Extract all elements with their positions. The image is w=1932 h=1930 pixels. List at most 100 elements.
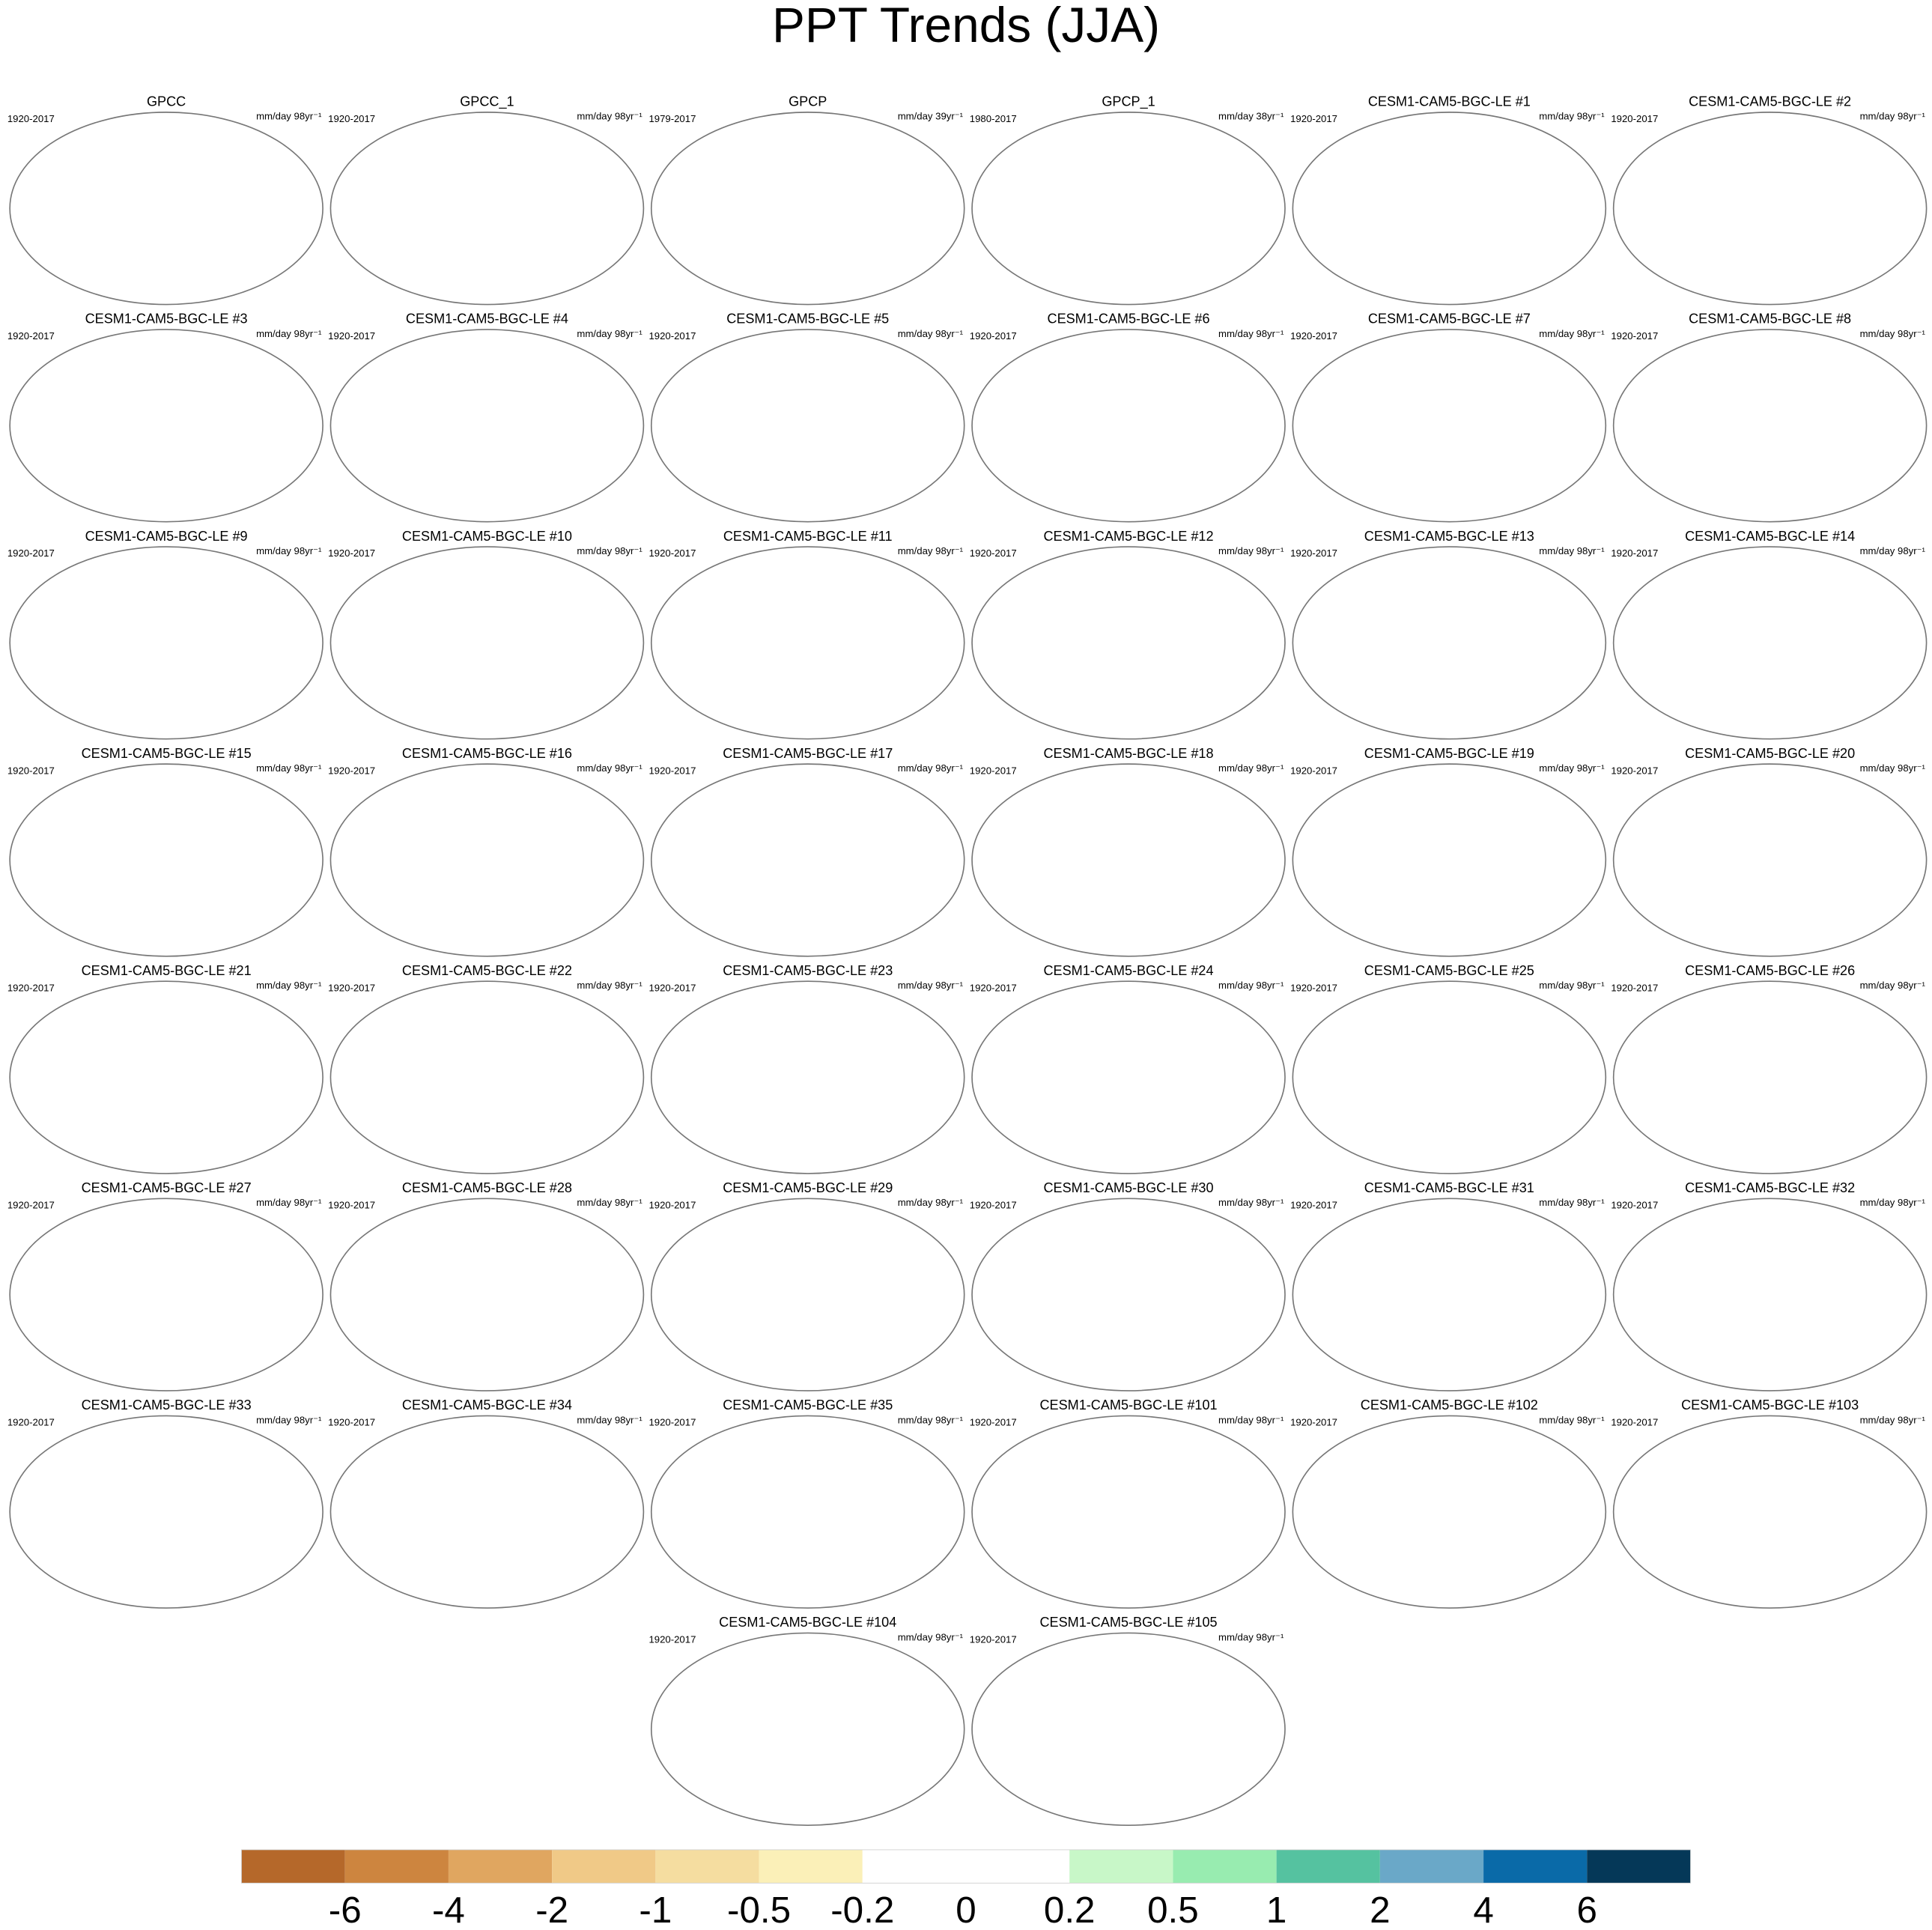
panel-period: 1920-2017 [1611,1199,1658,1210]
panel-title: CESM1-CAM5-BGC-LE #21 [82,963,252,978]
colorbar-swatch [1069,1849,1173,1884]
map-outline [650,1632,965,1826]
panel-title: CESM1-CAM5-BGC-LE #18 [1044,746,1214,761]
panel-title: CESM1-CAM5-BGC-LE #15 [82,746,252,761]
panel-units: mm/day 98yr⁻¹ [898,980,964,991]
panel-title: CESM1-CAM5-BGC-LE #1 [1368,94,1531,109]
panel-title: CESM1-CAM5-BGC-LE #12 [1044,529,1214,544]
panel-units: mm/day 98yr⁻¹ [256,328,322,339]
panel-units: mm/day 98yr⁻¹ [1218,1631,1284,1642]
panel-title: CESM1-CAM5-BGC-LE #14 [1685,529,1855,544]
panel-units: mm/day 98yr⁻¹ [1218,762,1284,774]
map-outline [329,546,645,740]
panel-units: mm/day 98yr⁻¹ [1860,328,1926,339]
panel-period: 1920-2017 [648,330,696,342]
panel-units: mm/day 98yr⁻¹ [256,762,322,774]
colorbar-swatch [759,1849,863,1884]
panel-title: CESM1-CAM5-BGC-LE #30 [1044,1180,1214,1195]
panel-title: CESM1-CAM5-BGC-LE #101 [1039,1398,1217,1412]
colorbar-tick-label: -4 [432,1890,465,1930]
panel-period: 1920-2017 [328,982,375,993]
panel-title: CESM1-CAM5-BGC-LE #25 [1364,963,1534,978]
panel-period: 1979-2017 [648,113,696,124]
panel-period: 1920-2017 [1611,330,1658,342]
panel-period: 1920-2017 [648,1417,696,1428]
map-outline [650,763,965,957]
panel-title: CESM1-CAM5-BGC-LE #31 [1364,1180,1534,1195]
panel-title: CESM1-CAM5-BGC-LE #28 [402,1180,572,1195]
panel-title: CESM1-CAM5-BGC-LE #33 [82,1398,252,1412]
panel-period: 1920-2017 [7,765,55,776]
map-outline [1292,980,1607,1174]
panel-title: GPCC_1 [460,94,514,110]
panel-title: CESM1-CAM5-BGC-LE #29 [723,1180,893,1195]
panel-title: CESM1-CAM5-BGC-LE #27 [82,1180,252,1195]
panel-period: 1920-2017 [1290,982,1337,993]
panel-period: 1920-2017 [970,1634,1017,1645]
map-outline [9,546,323,740]
map-outline [650,1415,965,1609]
map-outline [650,980,965,1174]
panel-period: 1920-2017 [1611,547,1658,559]
map-outline [971,546,1286,740]
panel-period: 1920-2017 [970,982,1017,993]
panel-period: 1920-2017 [328,765,375,776]
map-outline [1292,763,1607,957]
panel-title: CESM1-CAM5-BGC-LE #6 [1048,312,1210,327]
panel-period: 1920-2017 [1611,982,1658,993]
figure-title: PPT Trends (JJA) [772,0,1160,52]
panel-units: mm/day 98yr⁻¹ [1539,328,1605,339]
panel-units: mm/day 98yr⁻¹ [1860,1197,1926,1208]
colorbar-tick-label: 0.2 [1044,1890,1096,1930]
panel-period: 1920-2017 [648,765,696,776]
panel-units: mm/day 98yr⁻¹ [1860,762,1926,774]
colorbar-tick-label: -1 [639,1890,672,1930]
panel-title: CESM1-CAM5-BGC-LE #103 [1681,1398,1859,1412]
panel-title: GPCP [789,94,827,109]
panel-units: mm/day 98yr⁻¹ [898,1197,964,1208]
panel-title: CESM1-CAM5-BGC-LE #5 [726,312,889,327]
panel-period: 1920-2017 [1290,330,1337,342]
colorbar-swatch [1587,1849,1691,1884]
panel-period: 1920-2017 [1611,765,1658,776]
map-outline [1612,546,1928,740]
colorbar-swatch [1173,1849,1277,1884]
panel-period: 1920-2017 [970,330,1017,342]
panel-units: mm/day 98yr⁻¹ [898,762,964,774]
colorbar-swatch [655,1849,759,1884]
map-outline [9,1415,323,1609]
map-outline [329,1415,645,1609]
map-outline [1292,329,1607,523]
colorbar-swatch [552,1849,656,1884]
panel-title: CESM1-CAM5-BGC-LE #17 [723,746,893,761]
panel-title: CESM1-CAM5-BGC-LE #2 [1689,94,1851,109]
panel-title: CESM1-CAM5-BGC-LE #22 [402,963,572,978]
panel-units: mm/day 98yr⁻¹ [577,762,643,774]
panel-period: 1920-2017 [648,547,696,559]
map-outline [1612,980,1928,1174]
map-outline [1292,546,1607,740]
panel-title: CESM1-CAM5-BGC-LE #3 [85,312,248,327]
map-outline [971,980,1286,1174]
colorbar-swatch [1379,1849,1484,1884]
panel-units: mm/day 98yr⁻¹ [1218,980,1284,991]
panel-title: CESM1-CAM5-BGC-LE #4 [406,312,568,327]
panel-units: mm/day 98yr⁻¹ [1539,762,1605,774]
panel-title: CESM1-CAM5-BGC-LE #24 [1044,963,1214,978]
panel-units: mm/day 98yr⁻¹ [577,1414,643,1425]
colorbar-tick-label: 4 [1473,1890,1493,1930]
panel-period: 1920-2017 [648,982,696,993]
panel-period: 1920-2017 [1611,113,1658,124]
panel-units: mm/day 98yr⁻¹ [1539,1414,1605,1425]
colorbar-swatch [448,1849,553,1884]
panel-title: GPCP_1 [1102,94,1155,110]
panel-title: CESM1-CAM5-BGC-LE #34 [402,1398,572,1412]
panel-title: CESM1-CAM5-BGC-LE #105 [1039,1615,1217,1630]
map-outline [650,1198,965,1392]
map-outline [9,1198,323,1392]
map-outline [1612,1415,1928,1609]
panel-units: mm/day 98yr⁻¹ [1539,1197,1605,1208]
panel-period: 1920-2017 [1290,1199,1337,1210]
panel-units: mm/day 98yr⁻¹ [256,545,322,556]
